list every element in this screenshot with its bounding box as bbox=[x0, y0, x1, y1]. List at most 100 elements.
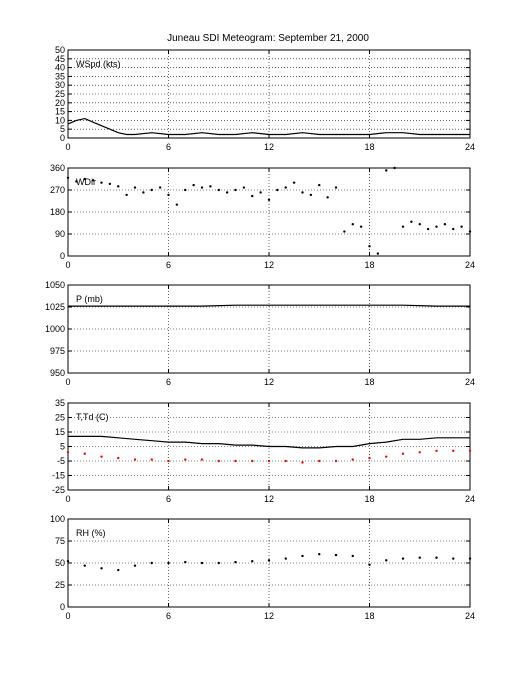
y-tick-label: 1025 bbox=[45, 302, 65, 312]
x-tick-label: 24 bbox=[465, 494, 475, 504]
panel-label: T,Td (C) bbox=[76, 412, 109, 422]
panel-p-mb: 950 975 1000 1025 1050 0 6 12 18 24 P (mb) bbox=[45, 280, 475, 387]
data-point bbox=[418, 556, 421, 559]
data-point bbox=[192, 183, 195, 187]
data-point bbox=[452, 557, 455, 560]
data-point bbox=[100, 181, 103, 184]
y-tick-label: 180 bbox=[50, 207, 65, 217]
data-point bbox=[334, 459, 338, 463]
x-tick-label: 6 bbox=[166, 142, 171, 152]
data-point bbox=[426, 227, 430, 231]
series-wspd-kts-0 bbox=[67, 117, 470, 136]
data-point bbox=[75, 180, 78, 183]
x-tick-label: 12 bbox=[264, 377, 274, 387]
y-tick-label: 0 bbox=[60, 251, 65, 261]
data-point bbox=[385, 169, 388, 172]
data-point bbox=[401, 225, 405, 228]
data-point bbox=[200, 186, 204, 189]
data-point bbox=[460, 225, 463, 228]
panel-label: P (mb) bbox=[76, 294, 103, 304]
data-point bbox=[351, 223, 354, 226]
x-tick-label: 0 bbox=[65, 377, 70, 387]
x-tick-label: 6 bbox=[166, 611, 171, 621]
y-tick-label: 25 bbox=[55, 580, 65, 590]
data-point bbox=[167, 459, 170, 463]
series-rh-0 bbox=[66, 553, 472, 572]
data-point bbox=[66, 451, 70, 454]
y-tick-label: 0 bbox=[60, 133, 65, 143]
data-point bbox=[318, 459, 321, 463]
y-tick-label: 40 bbox=[55, 63, 65, 73]
series-wdir-0 bbox=[66, 166, 472, 255]
panel-t-td-c: -25 -15 -5 5 15 25 35 0 6 12 18 24 T,Td (C) bbox=[52, 398, 475, 504]
panel-wdir: 0 90 180 270 360 0 6 12 18 24 WDir bbox=[50, 163, 475, 270]
data-point bbox=[452, 449, 455, 453]
y-tick-label: 30 bbox=[55, 80, 65, 90]
data-point bbox=[359, 225, 363, 228]
data-point bbox=[468, 557, 472, 560]
data-point bbox=[234, 188, 237, 192]
x-tick-label: 24 bbox=[465, 142, 475, 152]
data-point bbox=[443, 223, 447, 226]
data-point bbox=[259, 191, 262, 194]
data-point bbox=[251, 459, 254, 463]
data-point bbox=[133, 458, 137, 461]
data-point bbox=[368, 456, 371, 460]
data-point bbox=[200, 458, 204, 461]
data-point bbox=[318, 183, 321, 187]
data-point bbox=[351, 554, 354, 558]
data-point bbox=[435, 225, 438, 228]
data-point bbox=[284, 557, 287, 560]
figure-title: Juneau SDI Meteogram: September 21, 2000 bbox=[167, 33, 369, 44]
x-tick-label: 6 bbox=[166, 494, 171, 504]
data-point bbox=[292, 181, 296, 184]
data-point bbox=[242, 186, 246, 189]
y-tick-label: 35 bbox=[55, 398, 65, 408]
data-point bbox=[234, 459, 237, 463]
data-point bbox=[452, 227, 455, 231]
y-tick-label: 360 bbox=[50, 163, 65, 173]
y-tick-label: 100 bbox=[50, 514, 65, 524]
data-point bbox=[209, 185, 212, 188]
data-point bbox=[150, 188, 153, 192]
y-tick-label: 950 bbox=[50, 368, 65, 378]
x-tick-label: 18 bbox=[364, 142, 374, 152]
data-point bbox=[217, 459, 220, 463]
x-tick-label: 6 bbox=[166, 260, 171, 270]
data-point bbox=[284, 459, 287, 463]
y-tick-label: 35 bbox=[55, 71, 65, 81]
data-point bbox=[301, 554, 304, 558]
data-point bbox=[401, 452, 405, 455]
x-tick-label: 12 bbox=[264, 611, 274, 621]
y-tick-label: 270 bbox=[50, 185, 65, 195]
x-tick-label: 6 bbox=[166, 377, 171, 387]
data-point bbox=[125, 193, 128, 197]
data-point bbox=[225, 191, 229, 194]
y-tick-label: 5 bbox=[60, 442, 65, 452]
data-point bbox=[334, 553, 338, 557]
data-point bbox=[133, 186, 137, 189]
data-point bbox=[334, 186, 338, 189]
data-point bbox=[100, 567, 103, 570]
data-point bbox=[267, 459, 271, 463]
data-point bbox=[200, 561, 204, 565]
data-point bbox=[217, 561, 220, 565]
data-point bbox=[284, 186, 287, 189]
data-point bbox=[83, 564, 86, 567]
data-point bbox=[435, 556, 438, 559]
y-tick-label: 75 bbox=[55, 536, 65, 546]
data-point bbox=[150, 458, 153, 461]
data-point bbox=[117, 568, 120, 572]
data-point bbox=[117, 456, 120, 460]
y-tick-label: 5 bbox=[60, 124, 65, 134]
data-point bbox=[267, 559, 271, 562]
panel-label: RH (%) bbox=[76, 528, 106, 538]
data-point bbox=[66, 560, 70, 563]
data-point bbox=[401, 557, 405, 560]
y-tick-label: 25 bbox=[55, 413, 65, 423]
data-point bbox=[83, 452, 86, 455]
data-point bbox=[343, 230, 346, 233]
y-tick-label: 10 bbox=[55, 115, 65, 125]
data-point bbox=[418, 223, 421, 226]
